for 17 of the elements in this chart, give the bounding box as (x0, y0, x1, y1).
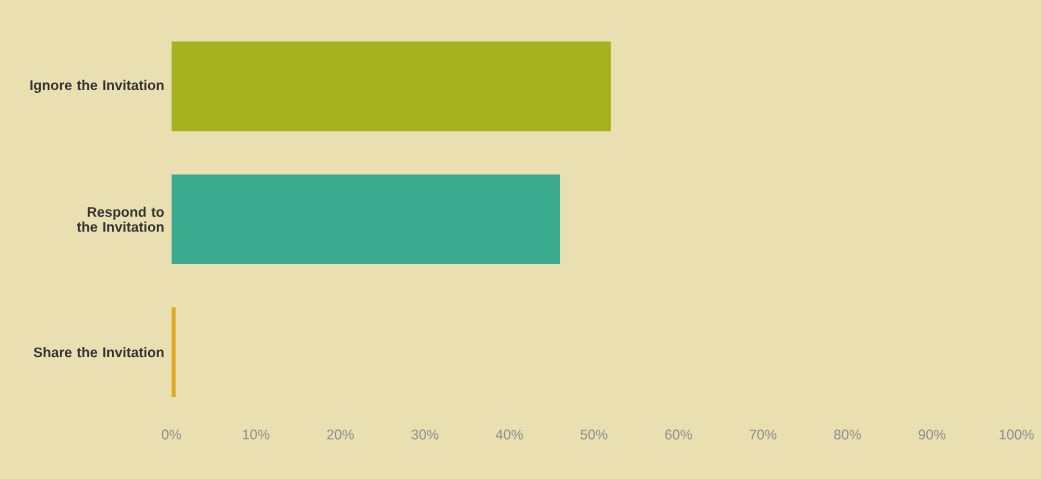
x-tick-label: 20% (327, 429, 354, 440)
bar (171, 174, 561, 264)
x-tick-label: 80% (834, 429, 861, 440)
y-tick-label: Respond to the Invitation (76, 206, 164, 232)
x-tick-label: 70% (749, 429, 777, 440)
x-tick-label: 90% (918, 429, 946, 440)
bar (171, 307, 176, 397)
x-tick-label: 100% (999, 429, 1034, 440)
y-tick-label: Share the Invitation (33, 346, 164, 358)
x-tick-label: 0% (161, 429, 182, 440)
y-tick-label: Ignore the Invitation (30, 79, 164, 93)
x-tick-label: 10% (243, 429, 270, 440)
x-tick-label: 40% (495, 429, 523, 440)
bar (171, 41, 611, 132)
x-tick-label: 30% (411, 429, 439, 440)
x-tick-label: 60% (665, 429, 692, 440)
x-tick-label: 50% (580, 429, 608, 440)
